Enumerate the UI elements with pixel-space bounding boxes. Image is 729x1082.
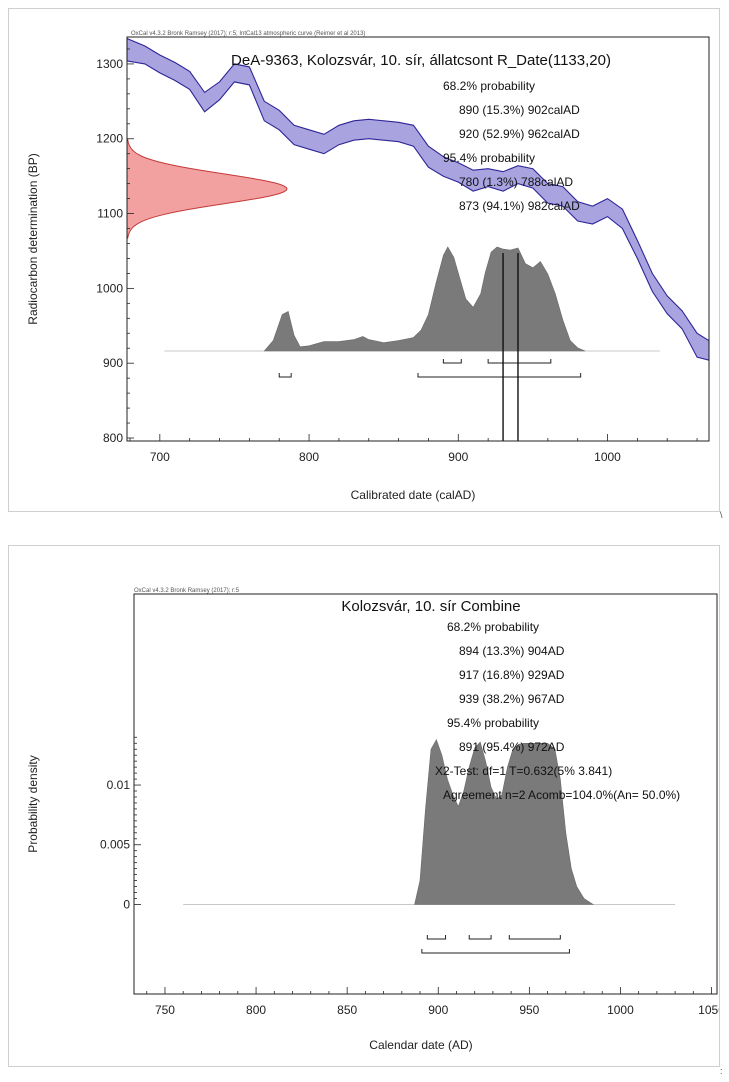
range-95-bracket xyxy=(421,949,570,954)
chart-title: DeA-9363, Kolozsvár, 10. sír, állatcsont… xyxy=(231,52,611,69)
y-tick-label: 800 xyxy=(103,431,123,445)
combine-chart-panel: OxCal v4.3.2 Bronk Ramsey (2017); r:5 750… xyxy=(8,545,720,1067)
annotation-text: 891 (95.4%) 972AD xyxy=(459,740,565,754)
plot-frame xyxy=(126,36,710,442)
annotation-text: 68.2% probability xyxy=(443,79,535,93)
annotation-text: 95.4% probability xyxy=(447,716,539,730)
x-tick-label: 850 xyxy=(337,1003,357,1017)
y-tick-label: 0 xyxy=(123,897,130,911)
x-axis-label: Calendar date (AD) xyxy=(369,1038,472,1052)
x-tick-label: 800 xyxy=(299,450,319,464)
range-95-bracket xyxy=(278,373,292,378)
y-tick-label: 0.005 xyxy=(100,838,130,852)
radiocarbon-date-distribution xyxy=(126,139,288,239)
calibration-chart-panel: OxCal v4.3.2 Bronk Ramsey (2017); r:5; I… xyxy=(8,8,720,512)
x-tick-label: 1000 xyxy=(594,450,621,464)
y-tick-label: 0.01 xyxy=(107,778,131,792)
posterior-distribution xyxy=(263,246,586,352)
range-68-bracket xyxy=(468,935,492,940)
x-tick-label: 800 xyxy=(246,1003,266,1017)
annotation-text: 939 (38.2%) 967AD xyxy=(459,692,565,706)
range-68-bracket xyxy=(442,359,462,364)
density-distribution xyxy=(414,738,595,905)
x-tick-label: 950 xyxy=(519,1003,539,1017)
y-tick-label: 1000 xyxy=(96,281,123,295)
annotation-text: Agreement n=2 Acomb=104.0%(An= 50.0%) xyxy=(443,788,680,802)
combine-chart: OxCal v4.3.2 Bronk Ramsey (2017); r:5 750… xyxy=(26,588,719,1052)
chart-header: OxCal v4.3.2 Bronk Ramsey (2017); r:5 xyxy=(134,588,240,594)
range-68-bracket xyxy=(508,935,561,940)
chart-header: OxCal v4.3.2 Bronk Ramsey (2017); r:5; I… xyxy=(131,31,365,37)
x-tick-label: 700 xyxy=(150,450,170,464)
annotation-text: 68.2% probability xyxy=(447,620,539,634)
calibration-chart: OxCal v4.3.2 Bronk Ramsey (2017); r:5; I… xyxy=(26,31,710,502)
annotation-text: 780 (1.3%) 788calAD xyxy=(459,175,573,189)
y-axis-label: Radiocarbon determination (BP) xyxy=(26,153,40,324)
x-tick-label: 900 xyxy=(428,1003,448,1017)
x-tick-label: 1000 xyxy=(607,1003,634,1017)
annotation-text: 95.4% probability xyxy=(443,151,535,165)
range-68-bracket xyxy=(426,935,447,940)
y-axis-label: Probability density xyxy=(26,755,40,852)
y-tick-label: 1200 xyxy=(96,132,123,146)
annotation-text: 890 (15.3%) 902calAD xyxy=(459,103,580,117)
side-mark-2: : xyxy=(720,1066,723,1076)
annotation-text: X2-Test: df=1 T=0.632(5% 3.841) xyxy=(435,764,612,778)
y-tick-label: 1100 xyxy=(97,207,123,221)
x-axis-label: Calibrated date (calAD) xyxy=(351,488,476,502)
x-tick-label: 750 xyxy=(155,1003,175,1017)
plot-frame xyxy=(133,593,718,995)
annotation-text: 917 (16.8%) 929AD xyxy=(459,668,565,682)
x-tick-label: 900 xyxy=(448,450,468,464)
annotation-text: 894 (13.3%) 904AD xyxy=(459,644,565,658)
annotation-text: 873 (94.1%) 982calAD xyxy=(459,199,580,213)
range-68-bracket xyxy=(487,359,552,364)
chart-title: Kolozsvár, 10. sír Combine xyxy=(341,598,520,615)
y-tick-label: 1300 xyxy=(96,57,123,71)
range-95-bracket xyxy=(417,373,582,378)
y-tick-label: 900 xyxy=(103,356,123,370)
side-mark-1: \ xyxy=(720,510,723,520)
annotation-text: 920 (52.9%) 962calAD xyxy=(459,127,580,141)
